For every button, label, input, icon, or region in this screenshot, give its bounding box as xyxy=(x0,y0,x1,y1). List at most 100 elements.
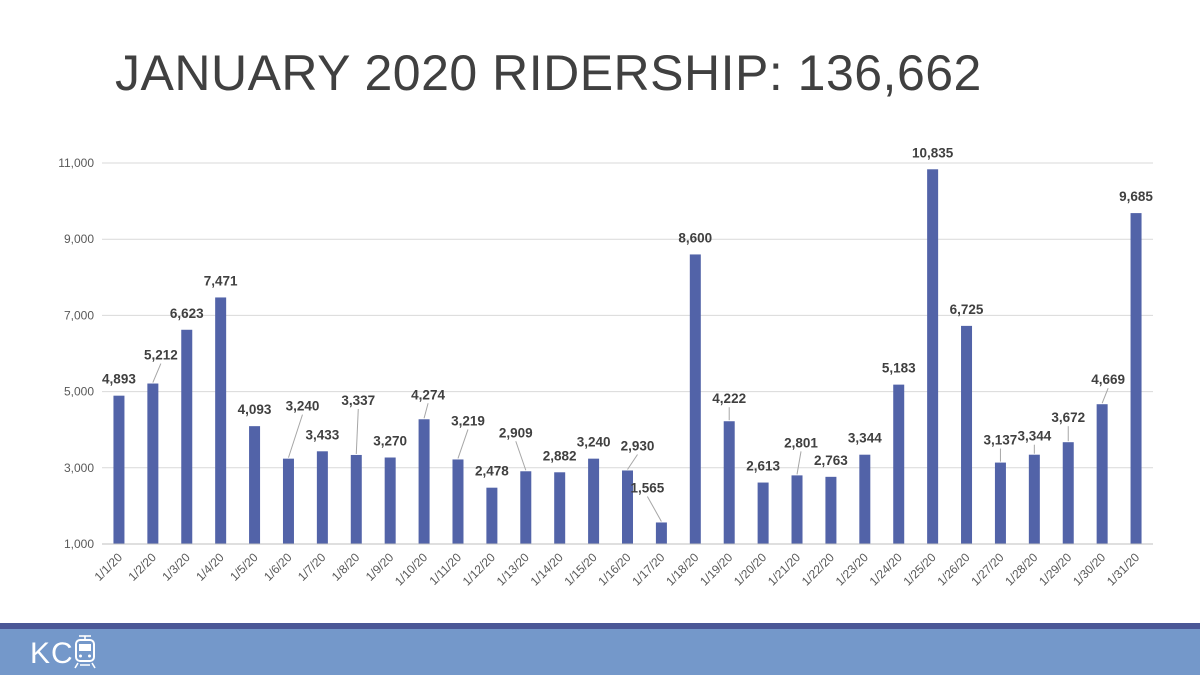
x-tick-label: 1/15/20 xyxy=(562,550,600,588)
x-tick-label: 1/2/20 xyxy=(125,550,159,584)
x-tick-label: 1/25/20 xyxy=(901,550,939,588)
y-tick-label: 1,000 xyxy=(64,537,94,551)
data-label: 8,600 xyxy=(678,230,712,245)
leader-line xyxy=(355,408,359,454)
bar xyxy=(418,419,430,544)
bar xyxy=(554,472,566,544)
data-label: 3,344 xyxy=(848,431,882,446)
x-tick-label: 1/7/20 xyxy=(295,550,329,584)
leader-line xyxy=(287,414,303,458)
data-label: 3,672 xyxy=(1051,410,1085,425)
bar xyxy=(282,458,294,544)
leader-line xyxy=(646,496,662,522)
bar xyxy=(215,297,227,544)
data-label: 3,219 xyxy=(451,413,485,428)
bar xyxy=(622,470,633,544)
data-label: 3,344 xyxy=(1017,429,1051,444)
bar xyxy=(689,254,701,544)
leader-line xyxy=(152,363,162,383)
leader-line xyxy=(515,441,527,471)
y-tick-label: 9,000 xyxy=(64,232,94,246)
leader-line xyxy=(457,429,469,459)
bar xyxy=(994,462,1006,544)
data-label: 6,725 xyxy=(950,302,984,317)
x-tick-label: 1/8/20 xyxy=(329,550,363,584)
data-label: 5,183 xyxy=(882,361,916,376)
data-label: 2,930 xyxy=(621,438,655,453)
bar xyxy=(588,458,600,544)
kc-logo-text: KC xyxy=(30,637,74,670)
bar xyxy=(113,395,125,544)
bar xyxy=(486,487,498,544)
bar xyxy=(961,325,973,544)
y-axis: 1,000 3,000 5,000 7,000 9,000 11,000 xyxy=(58,156,94,551)
x-tick-label: 1/30/20 xyxy=(1070,550,1108,588)
bar xyxy=(384,457,396,544)
data-label: 4,093 xyxy=(238,402,272,417)
x-tick-label: 1/17/20 xyxy=(629,550,667,588)
y-tick-label: 5,000 xyxy=(64,385,94,399)
x-tick-label: 1/28/20 xyxy=(1002,550,1040,588)
data-label: 2,763 xyxy=(814,453,848,468)
x-tick-label: 1/22/20 xyxy=(799,550,837,588)
x-tick-label: 1/6/20 xyxy=(261,550,295,584)
data-label: 3,270 xyxy=(373,434,407,449)
x-tick-label: 1/18/20 xyxy=(663,550,701,588)
x-tick-label: 1/13/20 xyxy=(494,550,532,588)
data-label: 3,240 xyxy=(577,435,611,450)
x-tick-label: 1/3/20 xyxy=(159,550,193,584)
x-tick-label: 1/1/20 xyxy=(92,550,126,584)
data-label: 4,893 xyxy=(102,372,136,387)
data-label: 2,478 xyxy=(475,464,509,479)
bar xyxy=(1028,454,1040,544)
chart-bars xyxy=(113,169,1142,544)
leader-line xyxy=(796,451,802,475)
data-label: 6,623 xyxy=(170,306,204,321)
data-label: 4,274 xyxy=(411,387,445,402)
data-label: 2,613 xyxy=(746,459,780,474)
y-tick-label: 7,000 xyxy=(64,308,94,322)
bar xyxy=(1130,213,1142,544)
bar xyxy=(181,329,193,544)
x-tick-label: 1/24/20 xyxy=(867,550,905,588)
x-tick-label: 1/29/20 xyxy=(1036,550,1074,588)
data-label: 2,801 xyxy=(784,435,818,450)
y-tick-label: 11,000 xyxy=(58,156,94,170)
leader-line xyxy=(627,454,638,470)
bar xyxy=(655,522,667,544)
x-tick-label: 1/4/20 xyxy=(193,550,227,584)
data-label: 1,565 xyxy=(631,480,665,495)
data-label: 7,471 xyxy=(204,273,238,288)
x-tick-label: 1/10/20 xyxy=(392,550,430,588)
x-tick-label: 1/16/20 xyxy=(595,550,633,588)
ridership-bar-chart: 1,000 3,000 5,000 7,000 9,000 11,000 4,893 5,2… xyxy=(58,145,1153,588)
bar xyxy=(452,459,464,544)
bar xyxy=(520,471,532,544)
bar xyxy=(350,454,362,544)
x-axis: 1/1/20 1/2/20 1/3/20 1/4/20 1/5/20 1/6/20 1/7/… xyxy=(92,543,1153,588)
x-tick-label: 1/20/20 xyxy=(731,550,769,588)
data-labels: 4,893 5,212 6,623 7,471 4,093 3,240 3,433 3,337… xyxy=(102,145,1153,495)
x-tick-label: 1/23/20 xyxy=(833,550,871,588)
label-leader-lines xyxy=(152,363,1109,522)
data-label: 4,669 xyxy=(1091,372,1125,387)
x-tick-label: 1/31/20 xyxy=(1104,550,1142,588)
streetcar-icon xyxy=(74,635,96,669)
bar xyxy=(927,169,939,544)
bar xyxy=(859,454,871,544)
x-tick-label: 1/12/20 xyxy=(460,550,498,588)
x-tick-label: 1/11/20 xyxy=(427,550,465,588)
data-label: 2,909 xyxy=(499,425,533,440)
x-tick-label: 1/19/20 xyxy=(697,550,735,588)
data-label: 2,882 xyxy=(543,448,577,463)
data-label: 9,685 xyxy=(1119,189,1153,204)
bar xyxy=(893,384,905,544)
bar xyxy=(316,451,328,544)
data-label: 10,835 xyxy=(912,145,954,160)
bar xyxy=(757,482,769,544)
leader-line xyxy=(1101,388,1109,404)
y-tick-label: 3,000 xyxy=(64,461,94,475)
x-tick-label: 1/14/20 xyxy=(528,550,566,588)
bar xyxy=(249,426,261,544)
bar xyxy=(147,383,159,544)
